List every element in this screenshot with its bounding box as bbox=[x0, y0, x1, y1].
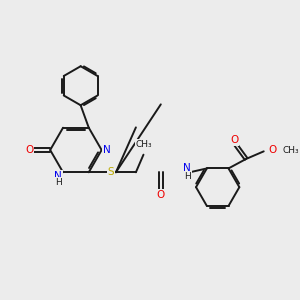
Text: H: H bbox=[184, 172, 190, 181]
Text: N: N bbox=[103, 145, 111, 155]
Text: N: N bbox=[183, 164, 191, 173]
Text: S: S bbox=[108, 167, 114, 177]
Text: O: O bbox=[268, 145, 276, 155]
Text: N: N bbox=[54, 170, 62, 181]
Text: O: O bbox=[157, 190, 165, 200]
Text: O: O bbox=[25, 145, 33, 155]
Text: CH₃: CH₃ bbox=[283, 146, 299, 155]
Text: CH₃: CH₃ bbox=[135, 140, 152, 149]
Text: H: H bbox=[55, 178, 62, 187]
Text: O: O bbox=[230, 135, 238, 145]
